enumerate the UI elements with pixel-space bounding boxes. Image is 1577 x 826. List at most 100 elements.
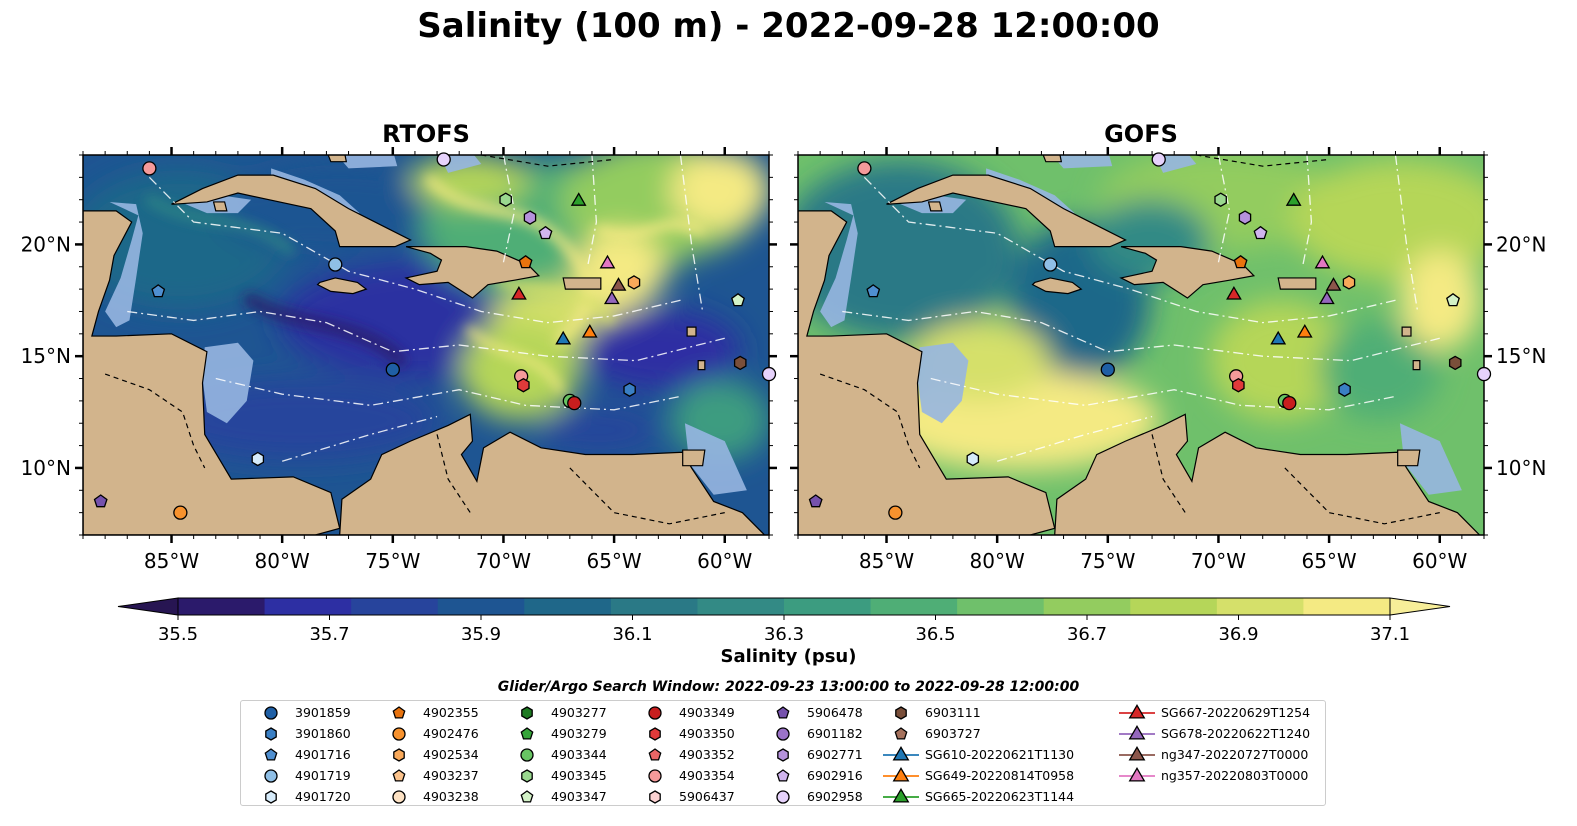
colorbar-bin xyxy=(178,598,266,615)
legend-label: 6902958 xyxy=(807,789,863,804)
float-marker xyxy=(1270,330,1287,345)
legend-label: 4903237 xyxy=(423,768,479,783)
legend-marker xyxy=(649,790,661,804)
colorbar-bin xyxy=(1043,598,1131,615)
float-marker xyxy=(888,505,903,520)
pentagon-marker-icon xyxy=(894,727,908,740)
float-marker xyxy=(517,377,530,393)
float-marker xyxy=(251,451,265,467)
colorbar-bin xyxy=(264,598,352,615)
legend-label: 4903349 xyxy=(679,705,735,720)
colorbar-extend-low xyxy=(117,597,179,616)
eez-line xyxy=(679,155,704,312)
hexagon-marker-icon xyxy=(649,727,661,741)
map-panels: 85°W 80°W 75°W 70°W 65°W 60°W 10°N 15°N 20°N 85°W… xyxy=(21,147,1546,573)
legend-marker xyxy=(392,727,406,741)
float-marker xyxy=(1318,290,1335,305)
triangle-marker-icon xyxy=(883,767,919,782)
legend-label: 4903345 xyxy=(551,768,607,783)
legend-marker xyxy=(1128,746,1146,761)
legend-marker xyxy=(264,748,278,761)
float-marker xyxy=(1342,275,1356,290)
legend-label: ng357-20220803T0000 xyxy=(1161,768,1309,783)
hexagon-marker-icon xyxy=(777,748,789,762)
colorbar-bin xyxy=(870,598,958,615)
float-marker xyxy=(1282,395,1297,411)
eez-line xyxy=(1301,155,1313,267)
legend-marker xyxy=(776,769,790,782)
shallow-shelf xyxy=(1051,155,1113,169)
legend-marker xyxy=(521,706,533,720)
land xyxy=(1277,277,1317,290)
land xyxy=(886,174,1127,248)
legend-label: 4903350 xyxy=(679,726,735,741)
legend-label: SG665-20220623T1144 xyxy=(925,789,1075,804)
figure-title: Salinity (100 m) - 2022-09-28 12:00:00 xyxy=(417,6,1160,46)
legend: 3901859 3901860 4901716 4901719 4901720 49023… xyxy=(240,700,1326,806)
land xyxy=(1397,449,1421,467)
float-marker xyxy=(1151,152,1166,167)
colorbar-bin xyxy=(697,598,785,615)
land xyxy=(682,449,706,467)
legend-label: 4902355 xyxy=(423,705,479,720)
legend-label: 6901182 xyxy=(807,726,863,741)
shallow-shelf xyxy=(917,342,969,424)
float-marker xyxy=(1448,355,1462,371)
float-marker xyxy=(599,254,616,269)
circle-marker-icon xyxy=(520,748,534,762)
legend-marker xyxy=(521,769,533,783)
lon-tick-label: 60°W xyxy=(1412,549,1467,573)
pentagon-marker-icon xyxy=(776,769,790,782)
colorbar-tick-label: 35.9 xyxy=(461,624,501,640)
legend-marker xyxy=(1128,704,1146,719)
triangle-marker-icon xyxy=(883,788,919,803)
legend-label: 3901859 xyxy=(295,705,351,720)
shallow-shelf xyxy=(1399,423,1462,495)
border-line xyxy=(819,373,921,469)
lon-tick-label: 85°W xyxy=(859,549,914,573)
float-marker xyxy=(857,161,872,176)
float-marker xyxy=(1325,277,1342,291)
colorbar-bin xyxy=(351,598,439,615)
colorbar-bin xyxy=(1303,598,1391,615)
float-marker xyxy=(511,285,527,300)
colorbar-bin xyxy=(1130,598,1218,615)
colorbar: 35.5 35.7 35.9 36.1 36.3 36.5 36.7 36.9 37.1 xyxy=(117,597,1451,640)
legend-label: SG649-20220814T0958 xyxy=(925,768,1075,783)
hexagon-marker-icon xyxy=(895,706,907,720)
shallow-shelf xyxy=(105,201,143,328)
float-marker xyxy=(142,161,157,176)
float-marker xyxy=(538,225,553,240)
float-marker xyxy=(1214,192,1227,207)
border-line xyxy=(1196,155,1330,167)
legend-marker xyxy=(892,767,910,782)
legend-label: 6902771 xyxy=(807,747,863,762)
float-marker xyxy=(151,284,166,298)
lat-tick-label: 15°N xyxy=(1496,344,1546,368)
float-marker xyxy=(436,152,451,167)
legend-marker xyxy=(265,790,277,804)
float-marker xyxy=(385,362,400,377)
float-marker xyxy=(518,254,533,269)
pentagon-marker-icon xyxy=(520,727,534,740)
colorbar-tick-label: 36.3 xyxy=(764,624,804,640)
colorbar-bin xyxy=(610,598,698,615)
pentagon-marker-icon xyxy=(648,748,662,761)
land xyxy=(339,413,766,535)
float-marker xyxy=(627,275,641,290)
colorbar-extend-high xyxy=(1389,597,1451,616)
colorbar-tick-label: 36.7 xyxy=(1067,624,1107,640)
legend-label: 4902476 xyxy=(423,726,479,741)
float-marker xyxy=(1043,257,1058,272)
land xyxy=(798,210,1056,535)
legend-marker xyxy=(264,706,278,720)
float-marker xyxy=(603,290,620,305)
lat-tick-label: 10°N xyxy=(1496,456,1546,480)
eez-line xyxy=(586,155,598,267)
legend-title: Glider/Argo Search Window: 2022-09-23 13… xyxy=(497,679,1080,695)
legend-marker xyxy=(648,769,662,783)
shallow-shelf xyxy=(820,201,858,328)
float-marker xyxy=(1233,254,1248,269)
legend-label: SG610-20220621T1130 xyxy=(925,747,1075,762)
lat-tick-label: 20°N xyxy=(21,232,71,256)
